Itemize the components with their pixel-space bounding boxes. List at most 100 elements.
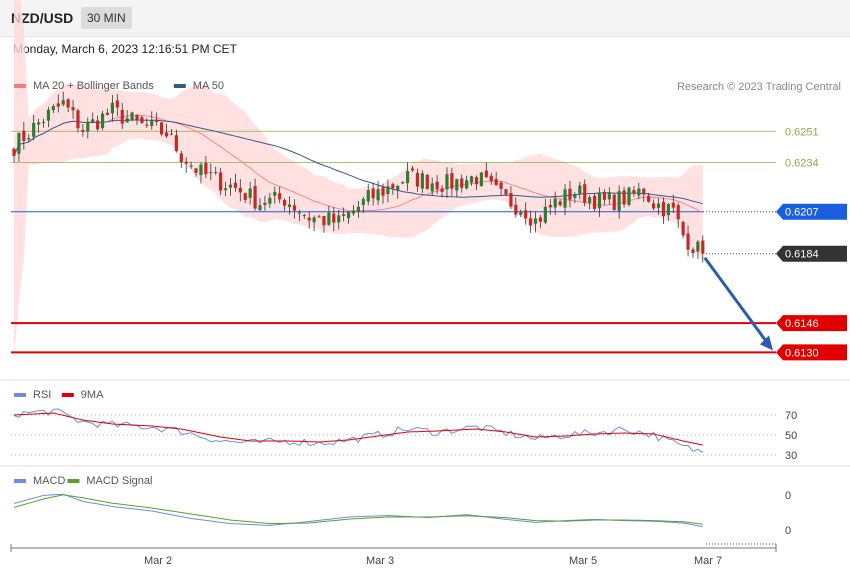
candle-body xyxy=(563,189,567,208)
candle-body xyxy=(445,174,449,190)
candle-body xyxy=(258,205,262,211)
candle-body xyxy=(184,161,188,164)
x-tick-label: Mar 7 xyxy=(694,555,722,567)
candle-body xyxy=(425,174,429,190)
rsi-tick-label: 50 xyxy=(785,430,797,442)
candle-body xyxy=(420,173,424,189)
macd-legend-swatch xyxy=(14,479,26,483)
candle-body xyxy=(356,206,360,212)
candle-body xyxy=(61,100,65,105)
candle-body xyxy=(381,187,385,196)
price-legend-label: MA 20 + Bollinger Bands xyxy=(33,80,154,92)
candle-body xyxy=(661,201,666,217)
candle-body xyxy=(233,182,237,188)
candle-body xyxy=(504,189,508,195)
candle-body xyxy=(273,191,277,196)
candle-body xyxy=(612,194,616,210)
candle-body xyxy=(120,110,124,124)
candle-body xyxy=(519,212,523,215)
candle-body xyxy=(479,172,483,187)
candle-body xyxy=(410,168,415,171)
rsi-line xyxy=(13,408,704,453)
candle-body xyxy=(647,195,651,202)
candle-body xyxy=(115,100,119,108)
candle-body xyxy=(312,217,316,223)
candle-body xyxy=(32,123,36,137)
ma50-line xyxy=(13,119,703,205)
support-tag xyxy=(776,315,847,332)
pivot-tag xyxy=(776,203,847,220)
resistance-label: 0.6234 xyxy=(785,157,819,169)
candle-body xyxy=(130,112,134,121)
candle-body xyxy=(105,112,110,115)
candle-body xyxy=(100,113,105,129)
support-tag xyxy=(776,344,847,361)
macd-tick-label: 0 xyxy=(785,525,791,537)
candle-body xyxy=(656,203,661,208)
candle-body xyxy=(583,184,587,203)
candle-body xyxy=(469,176,474,183)
candle-body xyxy=(573,194,577,198)
candle-body xyxy=(174,135,178,152)
candle-body xyxy=(543,206,547,223)
candle-body xyxy=(150,120,154,126)
candle-body xyxy=(701,240,705,254)
candle-body xyxy=(292,205,297,211)
candle-body xyxy=(327,212,331,225)
rsi-legend-swatch xyxy=(14,393,26,397)
candle-body xyxy=(450,173,454,189)
candle-body xyxy=(494,178,498,186)
candle-body xyxy=(415,172,420,187)
candle-body xyxy=(686,233,690,250)
price-legend-label: MA 50 xyxy=(193,80,224,92)
candle-body xyxy=(37,122,41,125)
candle-body xyxy=(209,172,213,174)
candle-body xyxy=(509,192,513,207)
candle-body xyxy=(125,118,129,123)
candle-body xyxy=(194,168,198,173)
candle-body xyxy=(332,213,336,223)
candle-body xyxy=(199,164,203,176)
candle-body xyxy=(96,120,100,130)
candle-body xyxy=(27,138,31,140)
candle-body xyxy=(46,109,51,121)
candle-body xyxy=(627,187,631,205)
candle-body xyxy=(622,190,626,205)
macd-legend-label: MACD Signal xyxy=(86,475,152,487)
last-price-label: 0.6184 xyxy=(785,249,819,261)
candle-body xyxy=(12,148,16,156)
candle-body xyxy=(484,170,488,178)
candle-body xyxy=(691,249,695,254)
candle-body xyxy=(155,119,159,122)
candle-body xyxy=(371,188,375,199)
projection-arrow xyxy=(703,256,769,344)
candle-body xyxy=(140,117,144,123)
candle-body xyxy=(238,187,242,193)
candle-body xyxy=(366,190,370,202)
candle-body xyxy=(465,180,469,189)
credit-label: Research © 2023 Trading Central xyxy=(677,81,841,93)
timeframe-button[interactable]: 30 MIN xyxy=(81,7,132,29)
macd-legend-label: MACD xyxy=(33,475,65,487)
macd-line xyxy=(13,493,703,528)
candle-body xyxy=(243,193,247,200)
candle-body xyxy=(533,218,538,224)
candle-body xyxy=(460,178,464,188)
candle-body xyxy=(568,188,572,200)
candle-body xyxy=(22,130,26,141)
candle-body xyxy=(406,171,410,184)
rsi-tick-label: 70 xyxy=(785,410,797,422)
candle-body xyxy=(588,197,592,203)
candle-body xyxy=(391,184,395,189)
candle-body xyxy=(204,162,208,175)
macd-legend-swatch xyxy=(67,479,80,483)
candle-body xyxy=(91,119,95,123)
candle-body xyxy=(135,114,139,120)
candle-body xyxy=(666,203,670,216)
candle-body xyxy=(169,133,174,135)
candle-body xyxy=(351,210,356,214)
candle-body xyxy=(346,212,351,219)
candle-body xyxy=(287,204,292,208)
candle-body xyxy=(307,217,311,221)
candle-body xyxy=(489,175,493,182)
